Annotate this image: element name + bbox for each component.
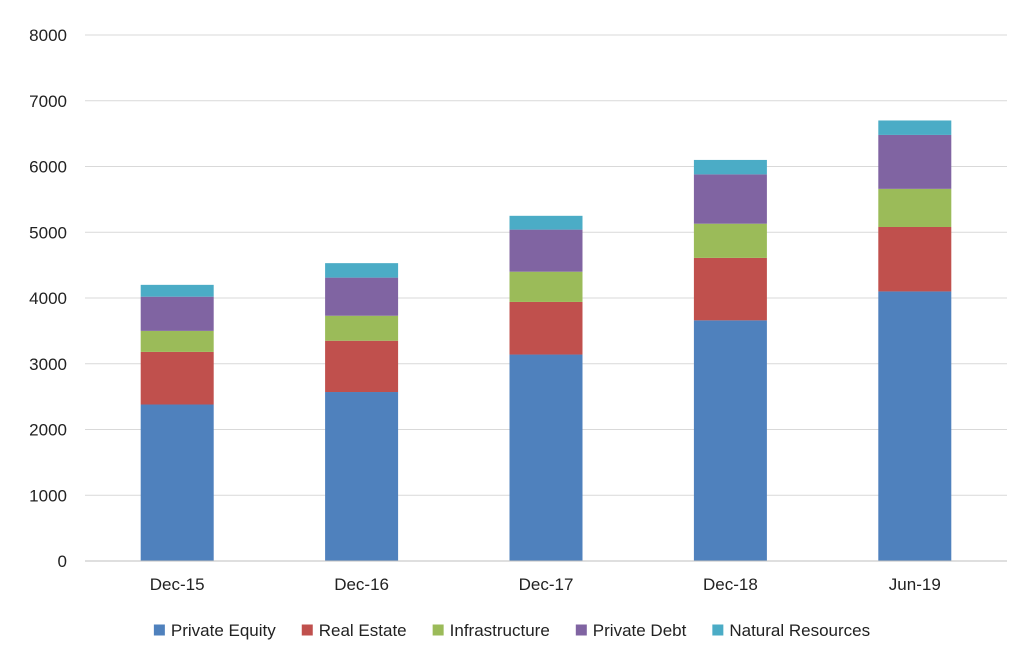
x-axis-ticks: Dec-15 Dec-16 Dec-17 Dec-18 Jun-19 — [150, 575, 941, 594]
y-tick-label: 7000 — [29, 92, 67, 111]
bar-segment-real-estate — [325, 340, 399, 393]
y-tick-label: 0 — [58, 552, 67, 571]
bar-stack-dec-16 — [325, 263, 399, 561]
bar-segment-real-estate — [509, 301, 583, 355]
legend: Private Equity Real Estate Infrastructure P… — [153, 621, 870, 640]
legend-item-infrastructure: Infrastructure — [432, 621, 550, 640]
bar-segment-infrastructure — [878, 188, 952, 227]
bar-segment-private-equity — [140, 404, 214, 561]
bar-stack-jun-19 — [878, 120, 952, 561]
legend-item-real-estate: Real Estate — [301, 621, 407, 640]
y-tick-label: 4000 — [29, 289, 67, 308]
bar-segment-infrastructure — [140, 330, 214, 352]
bar-segment-real-estate — [140, 351, 214, 405]
y-tick-label: 8000 — [29, 26, 67, 45]
x-tick-label: Dec-16 — [334, 575, 389, 594]
x-tick-label: Jun-19 — [889, 575, 941, 594]
bar-segment-natural-resources — [878, 120, 952, 135]
bar-stack-dec-18 — [693, 159, 767, 561]
bar-segment-private-debt — [878, 134, 952, 189]
legend-item-private-debt: Private Debt — [575, 621, 687, 640]
legend-label: Private Debt — [593, 621, 687, 640]
x-tick-label: Dec-17 — [519, 575, 574, 594]
bar-segment-private-debt — [325, 277, 399, 316]
bar-segment-natural-resources — [509, 215, 583, 230]
bar-segment-infrastructure — [693, 223, 767, 258]
bar-stack-dec-15 — [140, 284, 214, 561]
legend-swatch — [575, 624, 587, 636]
bar-segment-real-estate — [878, 226, 952, 292]
legend-item-natural-resources: Natural Resources — [712, 621, 870, 640]
y-axis-ticks: 0 1000 2000 3000 4000 5000 6000 7000 8000 — [29, 26, 67, 571]
y-tick-label: 1000 — [29, 486, 67, 505]
bar-segment-real-estate — [693, 257, 767, 321]
legend-swatch — [153, 624, 165, 636]
legend-swatch — [301, 624, 313, 636]
bars — [140, 120, 952, 561]
y-tick-label: 6000 — [29, 158, 67, 177]
bar-segment-natural-resources — [325, 263, 399, 278]
bar-segment-natural-resources — [693, 159, 767, 175]
legend-label: Real Estate — [319, 621, 407, 640]
legend-label: Private Equity — [171, 621, 276, 640]
legend-swatch — [432, 624, 444, 636]
x-tick-label: Dec-18 — [703, 575, 758, 594]
bar-segment-private-equity — [693, 320, 767, 561]
bar-segment-private-equity — [878, 291, 952, 561]
bar-segment-private-equity — [509, 354, 583, 561]
bar-segment-infrastructure — [325, 315, 399, 341]
bar-segment-private-equity — [325, 392, 399, 561]
legend-item-private-equity: Private Equity — [153, 621, 276, 640]
bar-segment-private-debt — [693, 174, 767, 224]
bar-segment-natural-resources — [140, 284, 214, 297]
bar-segment-private-debt — [509, 229, 583, 272]
x-tick-label: Dec-15 — [150, 575, 205, 594]
bar-stack-dec-17 — [509, 215, 583, 561]
y-tick-label: 5000 — [29, 223, 67, 242]
legend-label: Natural Resources — [729, 621, 870, 640]
legend-swatch — [712, 624, 724, 636]
legend-label: Infrastructure — [450, 621, 550, 640]
y-tick-label: 3000 — [29, 355, 67, 374]
bar-segment-private-debt — [140, 296, 214, 331]
y-tick-label: 2000 — [29, 421, 67, 440]
bar-segment-infrastructure — [509, 271, 583, 302]
